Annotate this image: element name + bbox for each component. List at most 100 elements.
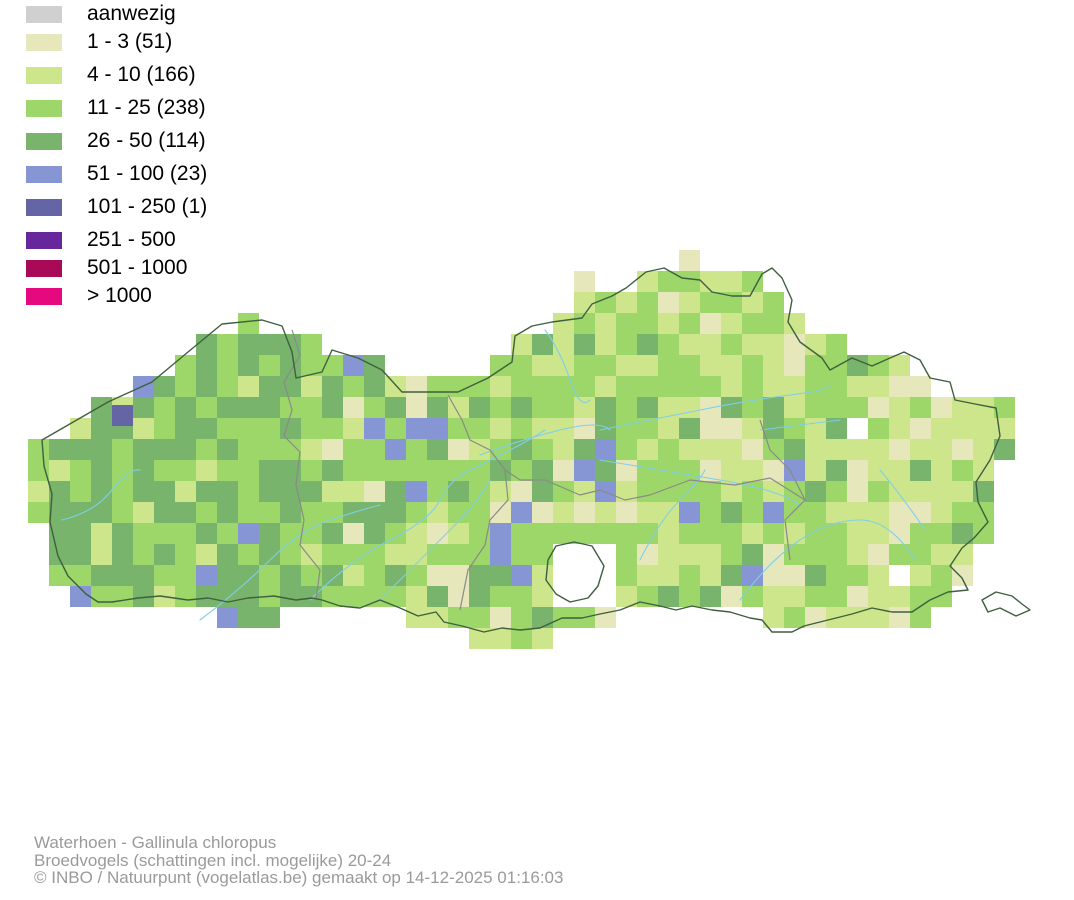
grid-square <box>679 502 700 523</box>
grid-square <box>238 439 259 460</box>
grid-square <box>427 502 448 523</box>
grid-square <box>238 376 259 397</box>
grid-square <box>238 481 259 502</box>
flanders-outline <box>41 267 1031 633</box>
grid-square <box>238 586 259 607</box>
grid-square <box>616 523 637 544</box>
grid-square <box>175 565 196 586</box>
grid-square <box>616 397 637 418</box>
grid-square <box>217 376 238 397</box>
grid-square <box>826 397 847 418</box>
grid-square <box>616 292 637 313</box>
grid-square <box>343 397 364 418</box>
grid-square <box>763 502 784 523</box>
grid-square <box>91 481 112 502</box>
grid-square <box>154 418 175 439</box>
grid-square <box>175 523 196 544</box>
grid-square <box>364 397 385 418</box>
grid-square <box>826 376 847 397</box>
grid-square <box>532 544 553 565</box>
grid-square <box>532 460 553 481</box>
grid-square <box>469 523 490 544</box>
grid-square <box>238 607 259 628</box>
legend-label: 11 - 25 (238) <box>87 96 206 119</box>
grid-square <box>469 418 490 439</box>
grid-square <box>175 460 196 481</box>
grid-square <box>742 460 763 481</box>
grid-square <box>364 565 385 586</box>
grid-square <box>385 418 406 439</box>
grid-square <box>721 334 742 355</box>
grid-square <box>574 439 595 460</box>
grid-square <box>385 376 406 397</box>
grid-square <box>511 460 532 481</box>
grid-square <box>847 586 868 607</box>
grid-square <box>868 502 889 523</box>
grid-square <box>847 460 868 481</box>
grid-square <box>133 397 154 418</box>
grid-square <box>49 439 70 460</box>
grid-square <box>679 250 700 271</box>
grid-square <box>175 586 196 607</box>
grid-square <box>637 460 658 481</box>
grid-square <box>679 292 700 313</box>
grid-square <box>280 439 301 460</box>
grid-square <box>637 313 658 334</box>
grid-square <box>511 628 532 649</box>
grid-square <box>805 481 826 502</box>
grid-square <box>532 502 553 523</box>
grid-square <box>637 418 658 439</box>
grid-square <box>595 607 616 628</box>
grid-square <box>637 355 658 376</box>
grid-square <box>154 439 175 460</box>
grid-square <box>196 502 217 523</box>
grid-square <box>742 439 763 460</box>
grid-square <box>364 586 385 607</box>
grid-square <box>49 544 70 565</box>
grid-square <box>427 439 448 460</box>
grid-square <box>196 376 217 397</box>
grid-square <box>805 418 826 439</box>
grid-square <box>364 439 385 460</box>
grid-square <box>637 376 658 397</box>
grid-square <box>952 439 973 460</box>
grid-square <box>763 544 784 565</box>
grid-square <box>385 439 406 460</box>
grid-square <box>238 544 259 565</box>
river-dender <box>379 479 491 601</box>
grid-square <box>133 418 154 439</box>
grid-square <box>658 565 679 586</box>
grid-square <box>364 418 385 439</box>
grid-square <box>28 502 49 523</box>
grid-square <box>742 418 763 439</box>
grid-square <box>994 439 1015 460</box>
grid-square <box>532 439 553 460</box>
grid-square <box>763 439 784 460</box>
grid-square <box>553 439 574 460</box>
grid-square <box>805 586 826 607</box>
grid-square <box>700 502 721 523</box>
grid-square <box>238 460 259 481</box>
grid-square <box>763 376 784 397</box>
grid-square <box>385 397 406 418</box>
grid-square <box>784 481 805 502</box>
grid-square <box>133 502 154 523</box>
grid-square <box>343 523 364 544</box>
grid-square <box>490 481 511 502</box>
grid-square <box>910 418 931 439</box>
grid-square <box>217 565 238 586</box>
grid-square <box>700 439 721 460</box>
grid-square <box>469 628 490 649</box>
grid-square <box>280 355 301 376</box>
grid-square <box>322 397 343 418</box>
grid-square <box>70 502 91 523</box>
grid-square <box>28 439 49 460</box>
grid-square <box>322 418 343 439</box>
grid-square <box>259 565 280 586</box>
grid-square <box>700 481 721 502</box>
grid-square <box>70 544 91 565</box>
grid-square <box>322 376 343 397</box>
grid-square <box>616 376 637 397</box>
grid-square <box>616 502 637 523</box>
grid-square <box>238 397 259 418</box>
